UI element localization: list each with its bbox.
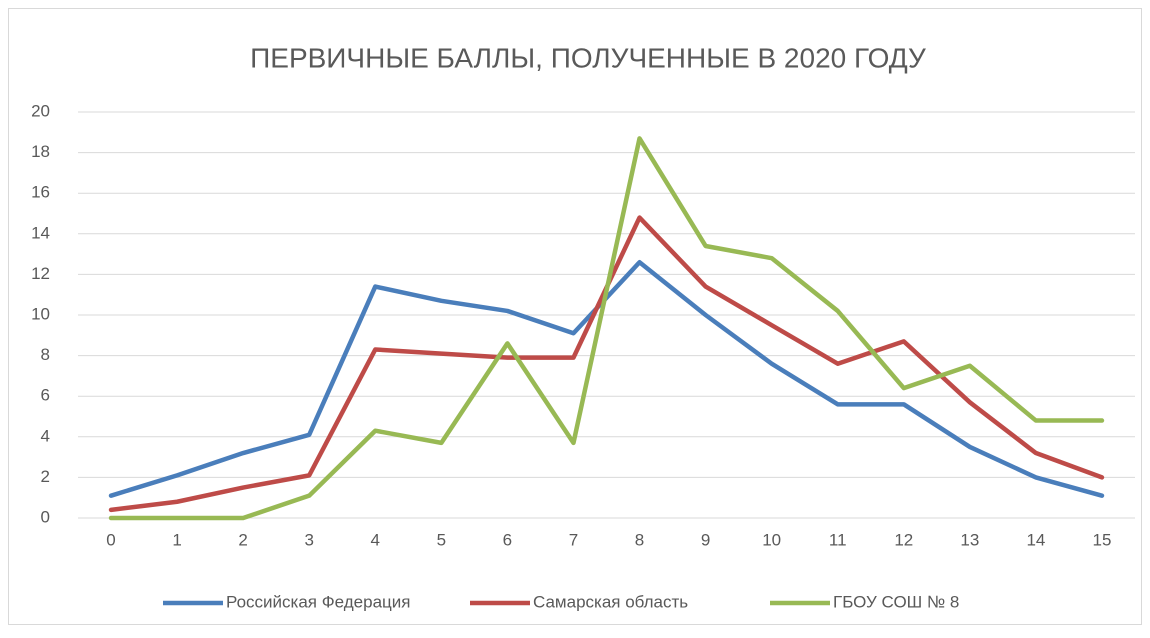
y-tick-label: 12 <box>31 264 50 283</box>
x-tick-label: 12 <box>894 530 913 549</box>
x-tick-label: 10 <box>762 530 781 549</box>
series-line <box>108 136 1105 521</box>
x-tick-label: 14 <box>1026 530 1045 549</box>
x-tick-label: 9 <box>701 530 710 549</box>
y-tick-label: 4 <box>41 426 50 445</box>
x-tick-label: 6 <box>503 530 512 549</box>
x-tick-label: 8 <box>635 530 644 549</box>
x-tick-label: 13 <box>960 530 979 549</box>
x-tick-label: 4 <box>371 530 380 549</box>
y-tick-label: 20 <box>31 101 50 120</box>
x-tick-label: 5 <box>437 530 446 549</box>
legend-label: Российская Федерация <box>226 592 410 611</box>
x-tick-label: 15 <box>1093 530 1112 549</box>
y-tick-label: 18 <box>31 142 50 161</box>
chart-border <box>8 8 1142 625</box>
x-tick-label: 0 <box>106 530 115 549</box>
y-tick-label: 6 <box>41 386 50 405</box>
chart-title: ПЕРВИЧНЫЕ БАЛЛЫ, ПОЛУЧЕННЫЕ В 2020 ГОДУ <box>250 42 926 73</box>
y-tick-label: 10 <box>31 304 50 323</box>
legend-label: ГБОУ СОШ № 8 <box>833 592 959 611</box>
x-tick-label: 7 <box>569 530 578 549</box>
legend-label: Самарская область <box>533 592 688 611</box>
y-tick-label: 14 <box>31 223 50 242</box>
x-tick-label: 2 <box>238 530 247 549</box>
y-tick-label: 8 <box>41 345 50 364</box>
y-tick-label: 16 <box>31 183 50 202</box>
x-tick-label: 11 <box>829 530 847 549</box>
y-tick-label: 0 <box>41 507 50 526</box>
x-tick-label: 3 <box>304 530 313 549</box>
x-tick-label: 1 <box>172 530 181 549</box>
y-tick-label: 2 <box>41 467 50 486</box>
